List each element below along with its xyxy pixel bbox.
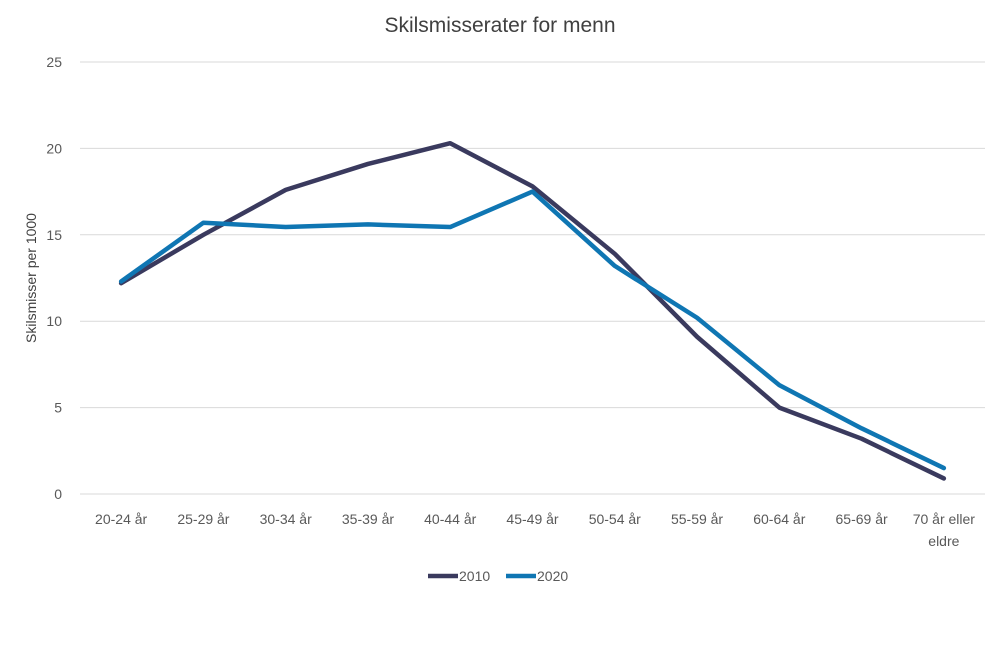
y-axis-label: Skilsmisser per 1000 xyxy=(23,213,39,343)
x-tick-label: 45-49 år xyxy=(506,511,558,527)
x-tick-label: eldre xyxy=(928,533,959,549)
y-tick-label: 10 xyxy=(46,313,62,329)
x-tick-label: 30-34 år xyxy=(260,511,312,527)
x-tick-label: 60-64 år xyxy=(753,511,805,527)
chart-title: Skilsmisserater for menn xyxy=(384,14,616,37)
y-tick-label: 25 xyxy=(46,54,62,70)
legend-label-2020: 2020 xyxy=(537,568,568,584)
y-tick-label: 5 xyxy=(54,400,62,416)
x-tick-label: 50-54 år xyxy=(589,511,641,527)
legend-label-2010: 2010 xyxy=(459,568,490,584)
x-tick-label: 20-24 år xyxy=(95,511,147,527)
x-tick-label: 55-59 år xyxy=(671,511,723,527)
y-tick-label: 15 xyxy=(46,227,62,243)
x-tick-label: 65-69 år xyxy=(836,511,888,527)
y-tick-label: 20 xyxy=(46,140,62,156)
x-tick-label: 40-44 år xyxy=(424,511,476,527)
x-tick-label: 25-29 år xyxy=(177,511,229,527)
series-line-2020 xyxy=(118,189,947,471)
y-tick-label: 0 xyxy=(54,486,62,502)
x-tick-label: 70 år eller xyxy=(913,511,976,527)
x-tick-label: 35-39 år xyxy=(342,511,394,527)
